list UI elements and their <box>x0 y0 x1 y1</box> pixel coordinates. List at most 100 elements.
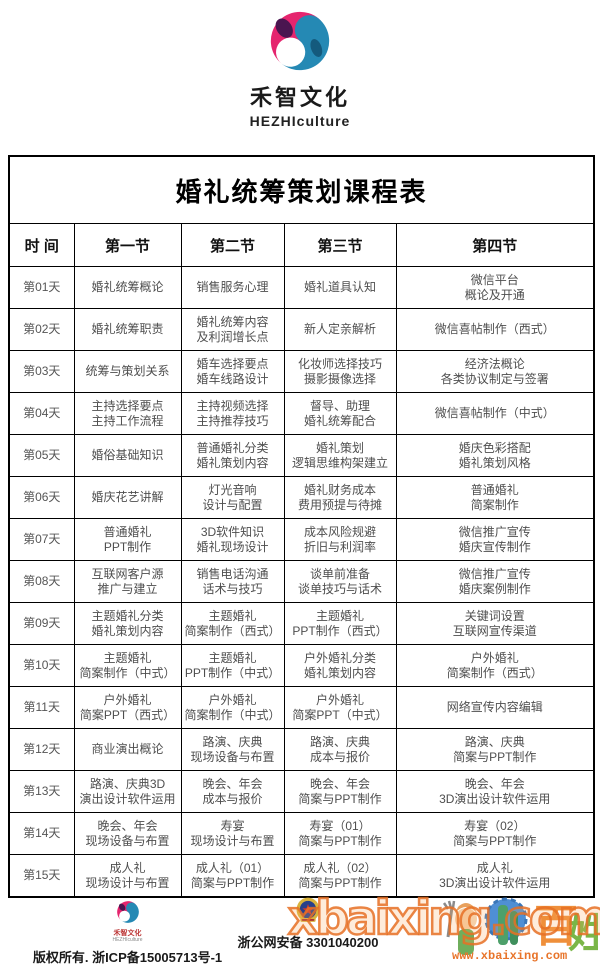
column-header-0: 时 间 <box>8 223 75 267</box>
course-cell: 晚会、年会 3D演出设计软件运用 <box>395 770 595 813</box>
table-row: 第03天 统筹与策划关系 婚车选择要点 婚车线路设计 化妆师选择技巧 摄影摄像选择 经济法概… <box>8 350 595 393</box>
course-cell: 婚俗基础知识 <box>73 434 182 477</box>
table-row: 第14天 晚会、年会 现场设备与布置 寿宴 现场设计与布置 寿宴（01） 简案与PPT制作寿… <box>8 812 595 855</box>
course-cell: 销售服务心理 <box>180 266 285 309</box>
table-row: 第09天 主题婚礼分类 婚礼策划内容 主题婚礼 简案制作（西式） 主题婚礼 PPT制作（西式… <box>8 602 595 645</box>
course-cell: 路演、庆典 成本与报价 <box>283 728 397 771</box>
course-cell: 婚车选择要点 婚车线路设计 <box>180 350 285 393</box>
day-cell: 第02天 <box>8 308 75 351</box>
table-row: 第02天 婚礼统筹职责 婚礼统筹内容 及利润增长点 新人定亲解析 微信喜帖制作（西式） <box>8 308 595 351</box>
course-cell: 婚礼道具认知 <box>283 266 397 309</box>
footer-left: 禾智文化 HEZHIculture 版权所有. 浙ICP备15005713号-1 <box>20 899 235 966</box>
course-cell: 成人礼（02） 简案与PPT制作 <box>283 854 397 898</box>
course-cell: 商业演出概论 <box>73 728 182 771</box>
table-row: 第07天 普通婚礼 PPT制作 3D软件知识 婚礼现场设计 成本风险规避 折旧与利润率 微信推… <box>8 518 595 561</box>
table-title: 婚礼统筹策划课程表 <box>8 155 595 224</box>
course-table: 婚礼统筹策划课程表 时 间第一节 第二节 第三节 第四节 第01天 婚礼统筹概论 销售服务… <box>8 155 596 898</box>
day-cell: 第12天 <box>8 728 75 771</box>
day-cell: 第14天 <box>8 812 75 855</box>
course-cell: 3D软件知识 婚礼现场设计 <box>180 518 285 561</box>
course-cell: 路演、庆典 现场设备与布置 <box>180 728 285 771</box>
course-cell: 婚礼策划 逻辑思维构架建立 <box>283 434 397 477</box>
svg-text:姓: 姓 <box>568 912 598 956</box>
table-row: 第01天 婚礼统筹概论 销售服务心理 婚礼道具认知 微信平台 概论及开通 <box>8 266 595 309</box>
course-cell: 微信喜帖制作（中式） <box>395 392 595 435</box>
table-row: 第13天 路演、庆典3D 演出设计软件运用 晚会、年会 成本与报价 晚会、年会 简案与PPT… <box>8 770 595 813</box>
course-cell: 户外婚礼 简案制作（中式） <box>180 686 285 729</box>
course-cell: 婚礼财务成本 费用预提与待摊 <box>283 476 397 519</box>
course-cell: 灯光音响 设计与配置 <box>180 476 285 519</box>
course-cell: 微信推广宣传 婚庆宣传制作 <box>395 518 595 561</box>
course-cell: 婚庆色彩搭配 婚礼策划风格 <box>395 434 595 477</box>
table-row: 第08天 互联网客户源 推广与建立 销售电话沟通 话术与技巧 谈单前准备 谈单技巧与话术 微信… <box>8 560 595 603</box>
day-cell: 第05天 <box>8 434 75 477</box>
day-cell: 第09天 <box>8 602 75 645</box>
course-cell: 成本风险规避 折旧与利润率 <box>283 518 397 561</box>
course-cell: 主题婚礼 PPT制作（西式） <box>283 602 397 645</box>
footer-copyright: 版权所有. 浙ICP备15005713号-1 <box>32 950 223 965</box>
course-cell: 路演、庆典3D 演出设计软件运用 <box>73 770 182 813</box>
course-cell: 经济法概论 各类协议制定与签署 <box>395 350 595 393</box>
course-table-body: 婚礼统筹策划课程表 时 间第一节 第二节 第三节 第四节 第01天 婚礼统筹概论 销售服务… <box>8 155 595 898</box>
table-row: 第05天 婚俗基础知识 普通婚礼分类 婚礼策划内容 婚礼策划 逻辑思维构架建立 婚庆色彩搭配… <box>8 434 595 477</box>
course-cell: 户外婚礼分类 婚礼策划内容 <box>283 644 397 687</box>
course-cell: 微信喜帖制作（西式） <box>395 308 595 351</box>
table-header-row: 时 间第一节 第二节 第三节 第四节 <box>8 223 595 267</box>
baixing-logo-icon: 百 姓 <box>442 897 598 956</box>
course-cell: 主持选择要点 主持工作流程 <box>73 392 182 435</box>
course-cell: 主题婚礼 PPT制作（中式） <box>180 644 285 687</box>
course-cell: 互联网客户源 推广与建立 <box>73 560 182 603</box>
day-cell: 第10天 <box>8 644 75 687</box>
course-cell: 婚礼统筹职责 <box>73 308 182 351</box>
footer: 禾智文化 HEZHIculture 版权所有. 浙ICP备15005713号-1… <box>0 890 600 972</box>
day-cell: 第15天 <box>8 854 75 898</box>
course-cell: 谈单前准备 谈单技巧与话术 <box>283 560 397 603</box>
course-cell: 关键词设置 互联网宣传渠道 <box>395 602 595 645</box>
brand-header: 禾智文化 HEZHIculture <box>0 6 600 129</box>
course-cell: 晚会、年会 现场设备与布置 <box>73 812 182 855</box>
day-cell: 第13天 <box>8 770 75 813</box>
course-cell: 婚礼统筹概论 <box>73 266 182 309</box>
table-title-row: 婚礼统筹策划课程表 <box>8 155 595 224</box>
day-cell: 第04天 <box>8 392 75 435</box>
watermark-text: xbaixing.com <box>287 890 600 948</box>
table-row: 第15天 成人礼 现场设计与布置 成人礼（01） 简案与PPT制作 成人礼（02） 简案与P… <box>8 854 595 898</box>
course-cell: 成人礼 3D演出设计软件运用 <box>395 854 595 898</box>
course-cell: 销售电话沟通 话术与技巧 <box>180 560 285 603</box>
day-cell: 第03天 <box>8 350 75 393</box>
day-cell: 第11天 <box>8 686 75 729</box>
course-cell: 普通婚礼 PPT制作 <box>73 518 182 561</box>
table-row: 第12天 商业演出概论 路演、庆典 现场设备与布置 路演、庆典 成本与报价 路演、庆典 简案与… <box>8 728 595 771</box>
course-cell: 寿宴（02） 简案与PPT制作 <box>395 812 595 855</box>
course-cell: 户外婚礼 简案制作（西式） <box>395 644 595 687</box>
course-cell: 督导、助理 婚礼统筹配合 <box>283 392 397 435</box>
police-badge-icon <box>296 897 320 922</box>
course-cell: 主题婚礼分类 婚礼策划内容 <box>73 602 182 645</box>
course-cell: 主题婚礼 简案制作（中式） <box>73 644 182 687</box>
course-cell: 普通婚礼 简案制作 <box>395 476 595 519</box>
course-cell: 新人定亲解析 <box>283 308 397 351</box>
day-cell: 第06天 <box>8 476 75 519</box>
course-cell: 寿宴 现场设计与布置 <box>180 812 285 855</box>
police-registration: 浙公网安备 3301040200 <box>237 935 379 950</box>
column-header-4: 第四节 <box>395 223 595 267</box>
brand-name: 禾智文化 <box>249 85 350 110</box>
column-header-2: 第二节 <box>180 223 285 267</box>
course-cell: 主持视频选择 主持推荐技巧 <box>180 392 285 435</box>
footer-middle: 浙公网安备 3301040200 <box>213 897 403 951</box>
course-cell: 婚庆花艺讲解 <box>73 476 182 519</box>
course-table-wrap: 婚礼统筹策划课程表 时 间第一节 第二节 第三节 第四节 第01天 婚礼统筹概论 销售服务… <box>8 155 596 898</box>
table-row: 第10天 主题婚礼 简案制作（中式） 主题婚礼 PPT制作（中式） 户外婚礼分类 婚礼策划内… <box>8 644 595 687</box>
course-cell: 户外婚礼 简案PPT（中式） <box>283 686 397 729</box>
course-cell: 化妆师选择技巧 摄影摄像选择 <box>283 350 397 393</box>
column-header-3: 第三节 <box>283 223 397 267</box>
table-row: 第06天 婚庆花艺讲解 灯光音响 设计与配置 婚礼财务成本 费用预提与待摊 普通婚礼 简案制作 <box>8 476 595 519</box>
day-cell: 第01天 <box>8 266 75 309</box>
course-cell: 路演、庆典 简案与PPT制作 <box>395 728 595 771</box>
course-cell: 婚礼统筹内容 及利润增长点 <box>180 308 285 351</box>
course-cell: 普通婚礼分类 婚礼策划内容 <box>180 434 285 477</box>
table-row: 第11天 户外婚礼 简案PPT（西式） 户外婚礼 简案制作（中式） 户外婚礼 简案PPT（中… <box>8 686 595 729</box>
table-row: 第04天 主持选择要点 主持工作流程 主持视频选择 主持推荐技巧 督导、助理 婚礼统筹配合微… <box>8 392 595 435</box>
hezhi-logo-icon <box>270 11 330 71</box>
